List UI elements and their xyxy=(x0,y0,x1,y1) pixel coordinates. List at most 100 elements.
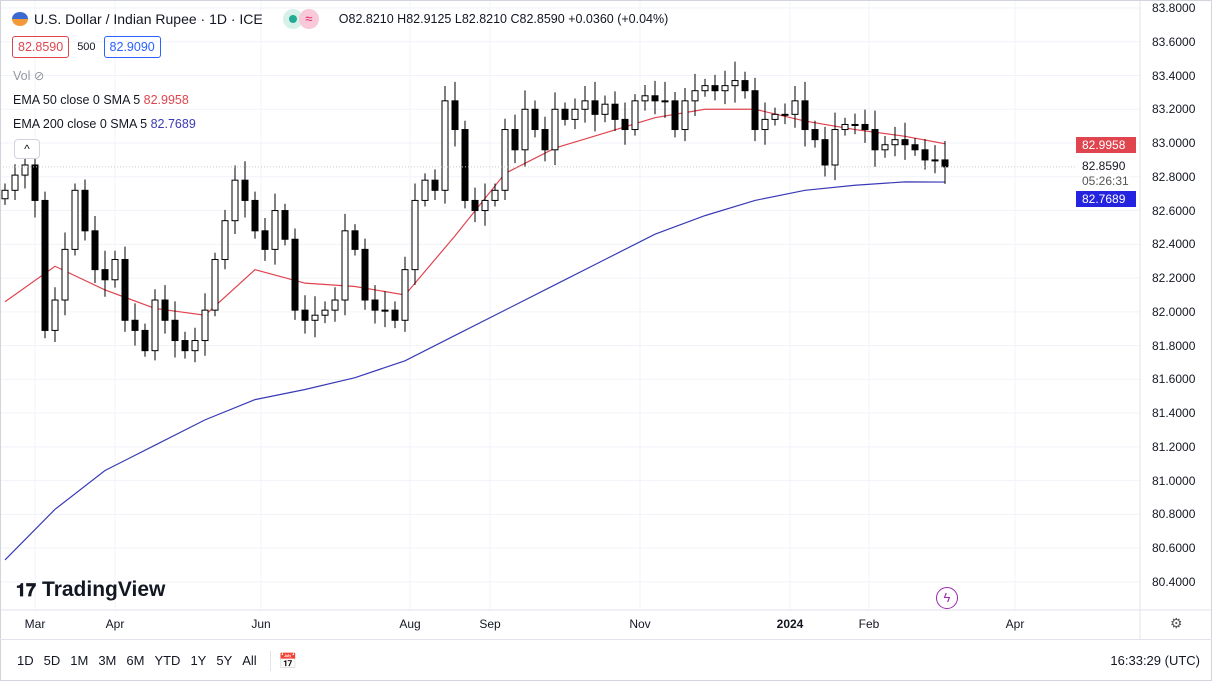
candle xyxy=(461,129,469,201)
price-tick-label: 83.6000 xyxy=(1152,34,1196,49)
symbol-title[interactable]: U.S. Dollar / Indian Rupee · 1D · ICE xyxy=(34,11,263,27)
candle xyxy=(771,113,779,120)
volume-legend[interactable]: Vol ⊘ xyxy=(13,69,45,83)
last-price-label: 82.8590 xyxy=(1082,159,1126,173)
range-button-6m[interactable]: 6M xyxy=(126,653,145,668)
collapse-legend-button[interactable]: ^ xyxy=(14,139,40,159)
candle xyxy=(341,230,349,301)
tradingview-logo[interactable]: 𝟏𝟕 TradingView xyxy=(16,578,166,601)
price-tick-label: 80.8000 xyxy=(1152,507,1196,522)
price-tick-label: 80.4000 xyxy=(1152,574,1196,589)
candle xyxy=(671,100,679,131)
candle xyxy=(441,100,449,191)
candle xyxy=(171,319,179,342)
candle xyxy=(81,189,89,232)
range-button-5d[interactable]: 5D xyxy=(43,653,61,668)
ema50-legend[interactable]: EMA 50 close 0 SMA 5 82.9958 xyxy=(13,93,189,107)
range-button-ytd[interactable]: YTD xyxy=(154,653,181,668)
candle xyxy=(751,90,759,131)
candle xyxy=(231,179,239,222)
candle xyxy=(641,95,649,102)
candle xyxy=(881,144,889,151)
buy-price-button[interactable]: 82.9090 xyxy=(103,36,161,58)
price-tick-label: 82.2000 xyxy=(1152,271,1196,286)
candle xyxy=(531,108,539,131)
candle xyxy=(741,80,749,92)
candle xyxy=(821,139,829,166)
candle xyxy=(841,123,849,131)
time-tick-label: Mar xyxy=(24,617,46,631)
eye-off-icon[interactable]: ⊘ xyxy=(33,69,45,83)
candle xyxy=(271,210,279,250)
candle xyxy=(71,189,79,250)
candle xyxy=(871,129,879,151)
candle xyxy=(701,85,709,92)
candle xyxy=(521,108,529,151)
lightning-icon[interactable]: ϟ xyxy=(936,587,958,609)
ema200-price-tag: 82.7689 xyxy=(1076,191,1136,207)
price-tick-label: 82.0000 xyxy=(1152,304,1196,319)
time-tick-label: Nov xyxy=(629,617,651,631)
candle xyxy=(581,100,589,110)
range-button-1m[interactable]: 1M xyxy=(70,653,89,668)
candle xyxy=(361,248,369,301)
price-tick-label: 83.2000 xyxy=(1152,102,1196,117)
candle xyxy=(151,299,159,352)
candle xyxy=(491,189,499,201)
candle xyxy=(331,299,339,311)
price-tick-label: 83.4000 xyxy=(1152,68,1196,83)
ema200-legend[interactable]: EMA 200 close 0 SMA 5 82.7689 xyxy=(13,117,196,131)
candle xyxy=(731,80,739,87)
candle xyxy=(511,129,519,151)
sell-price-button[interactable]: 82.8590 xyxy=(12,36,70,58)
candle xyxy=(681,100,689,131)
candle xyxy=(561,108,569,120)
candle xyxy=(1,189,9,200)
utc-clock[interactable]: 16:33:29 (UTC) xyxy=(1110,653,1200,668)
candle xyxy=(121,259,129,321)
candle xyxy=(571,108,579,120)
candle xyxy=(791,100,799,115)
candle xyxy=(251,199,259,232)
delayed-data-icon[interactable]: ≈ xyxy=(298,9,319,29)
candle xyxy=(431,179,439,191)
range-button-3m[interactable]: 3M xyxy=(98,653,117,668)
candle xyxy=(161,299,169,321)
candle xyxy=(91,230,99,271)
candle xyxy=(211,259,219,311)
range-button-all[interactable]: All xyxy=(242,653,257,668)
candle xyxy=(201,309,209,342)
candle xyxy=(471,199,479,212)
candle xyxy=(711,85,719,92)
candle xyxy=(861,123,869,131)
candle xyxy=(101,269,109,281)
candle xyxy=(721,85,729,92)
time-tick-label: 2024 xyxy=(776,617,804,631)
candle xyxy=(811,129,819,141)
symbol-legend: U.S. Dollar / Indian Rupee · 1D · ICE ≈ … xyxy=(12,9,668,29)
candle xyxy=(501,129,509,191)
candle xyxy=(141,329,149,352)
time-tick-label: Apr xyxy=(105,617,125,631)
candle xyxy=(901,139,909,146)
market-open-icon[interactable] xyxy=(282,9,303,29)
price-chart[interactable] xyxy=(0,0,1212,640)
candle xyxy=(651,95,659,102)
candle xyxy=(551,108,559,151)
candle xyxy=(761,118,769,131)
candle xyxy=(51,299,59,331)
price-tick-label: 83.0000 xyxy=(1152,136,1196,151)
candle xyxy=(131,319,139,331)
currency-flag-icon xyxy=(12,12,28,26)
settings-icon[interactable]: ⚙ xyxy=(1170,615,1183,631)
calendar-icon[interactable]: 📅 xyxy=(278,652,298,670)
candle xyxy=(631,100,639,131)
candle xyxy=(61,248,69,301)
candle xyxy=(311,314,319,321)
range-button-1d[interactable]: 1D xyxy=(17,653,34,668)
range-button-1y[interactable]: 1Y xyxy=(190,653,207,668)
range-button-5y[interactable]: 5Y xyxy=(216,653,233,668)
candle xyxy=(351,230,359,250)
candle xyxy=(891,139,899,146)
candle xyxy=(781,113,789,116)
